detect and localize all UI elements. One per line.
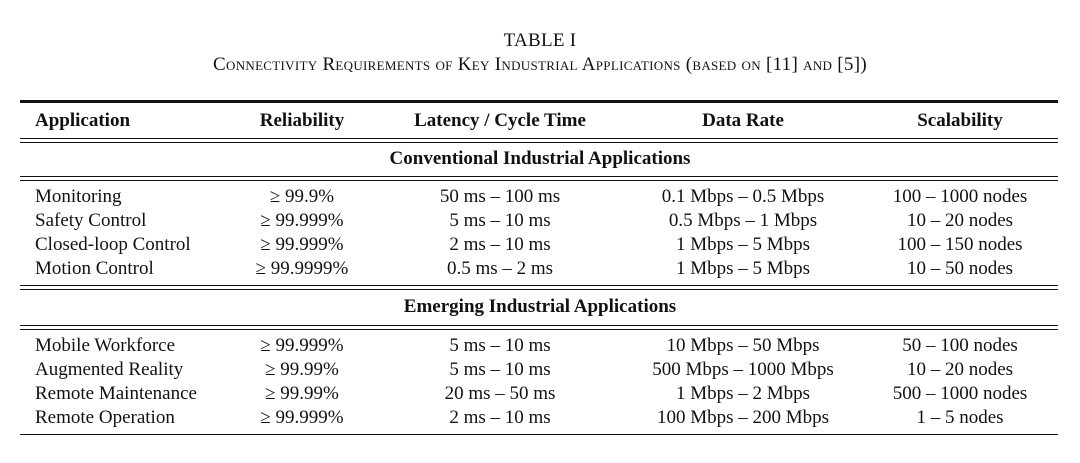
header-reliability: Reliability [259,110,345,131]
row-application: Augmented Reality [35,359,184,380]
table-title: Connectivity Requirements of Key Industr… [213,54,867,75]
row-reliability: ≥ 99.999% [260,407,344,428]
row-scalability: 50 – 100 nodes [902,335,1018,356]
row-reliability: ≥ 99.99% [265,359,339,380]
row-scalability: 500 – 1000 nodes [892,383,1028,404]
row-data-rate: 1 Mbps – 5 Mbps [675,234,811,255]
row-data-rate: 10 Mbps – 50 Mbps [666,335,820,356]
row-data-rate: 1 Mbps – 5 Mbps [675,258,811,279]
row-data-rate: 0.1 Mbps – 0.5 Mbps [661,186,825,207]
row-scalability: 1 – 5 nodes [916,407,1004,428]
row-latency: 2 ms – 10 ms [449,234,551,255]
section-title-conventional: Conventional Industrial Applications [389,148,691,169]
header-latency: Latency / Cycle Time [414,110,586,131]
row-data-rate: 500 Mbps – 1000 Mbps [652,359,834,380]
row-reliability: ≥ 99.999% [260,234,344,255]
row-application: Monitoring [35,186,122,207]
row-reliability: ≥ 99.9% [269,186,335,207]
row-latency: 5 ms – 10 ms [449,335,551,356]
row-data-rate: 100 Mbps – 200 Mbps [656,407,830,428]
row-application: Remote Operation [35,407,175,428]
row-application: Closed-loop Control [35,234,191,255]
section-title-emerging: Emerging Industrial Applications [403,296,677,317]
row-application: Mobile Workforce [35,335,176,356]
top-rule [20,100,1058,103]
section-rule-3a [20,325,1058,326]
header-scalability: Scalability [917,110,1003,131]
row-latency: 0.5 ms – 2 ms [446,258,554,279]
row-reliability: ≥ 99.99% [265,383,339,404]
section-rule-2b [20,289,1058,290]
row-latency: 5 ms – 10 ms [449,359,551,380]
row-reliability: ≥ 99.999% [260,210,344,231]
row-application: Safety Control [35,210,147,231]
row-application: Remote Maintenance [35,383,197,404]
section-rule-1a [20,176,1058,177]
row-scalability: 100 – 1000 nodes [892,186,1028,207]
row-latency: 20 ms – 50 ms [444,383,556,404]
row-latency: 2 ms – 10 ms [449,407,551,428]
row-scalability: 100 – 150 nodes [897,234,1023,255]
bottom-rule [20,434,1058,435]
row-latency: 50 ms – 100 ms [439,186,561,207]
header-rule-1 [20,138,1058,139]
row-data-rate: 1 Mbps – 2 Mbps [675,383,811,404]
row-scalability: 10 – 50 nodes [906,258,1014,279]
header-application: Application [35,110,131,131]
section-rule-2a [20,285,1058,286]
row-reliability: ≥ 99.999% [260,335,344,356]
row-scalability: 10 – 20 nodes [906,210,1014,231]
header-rule-2 [20,142,1058,143]
header-data-rate: Data Rate [702,110,784,131]
row-scalability: 10 – 20 nodes [906,359,1014,380]
section-rule-3b [20,329,1058,330]
row-application: Motion Control [35,258,154,279]
row-data-rate: 0.5 Mbps – 1 Mbps [668,210,818,231]
row-reliability: ≥ 99.9999% [255,258,349,279]
section-rule-1b [20,180,1058,181]
row-latency: 5 ms – 10 ms [449,210,551,231]
table-label: TABLE I [503,30,577,51]
